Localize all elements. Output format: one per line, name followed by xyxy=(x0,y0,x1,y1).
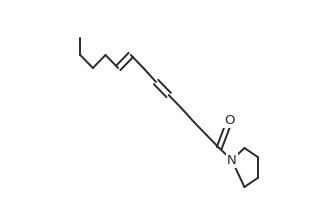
Text: N: N xyxy=(227,153,237,167)
Text: O: O xyxy=(225,114,235,126)
